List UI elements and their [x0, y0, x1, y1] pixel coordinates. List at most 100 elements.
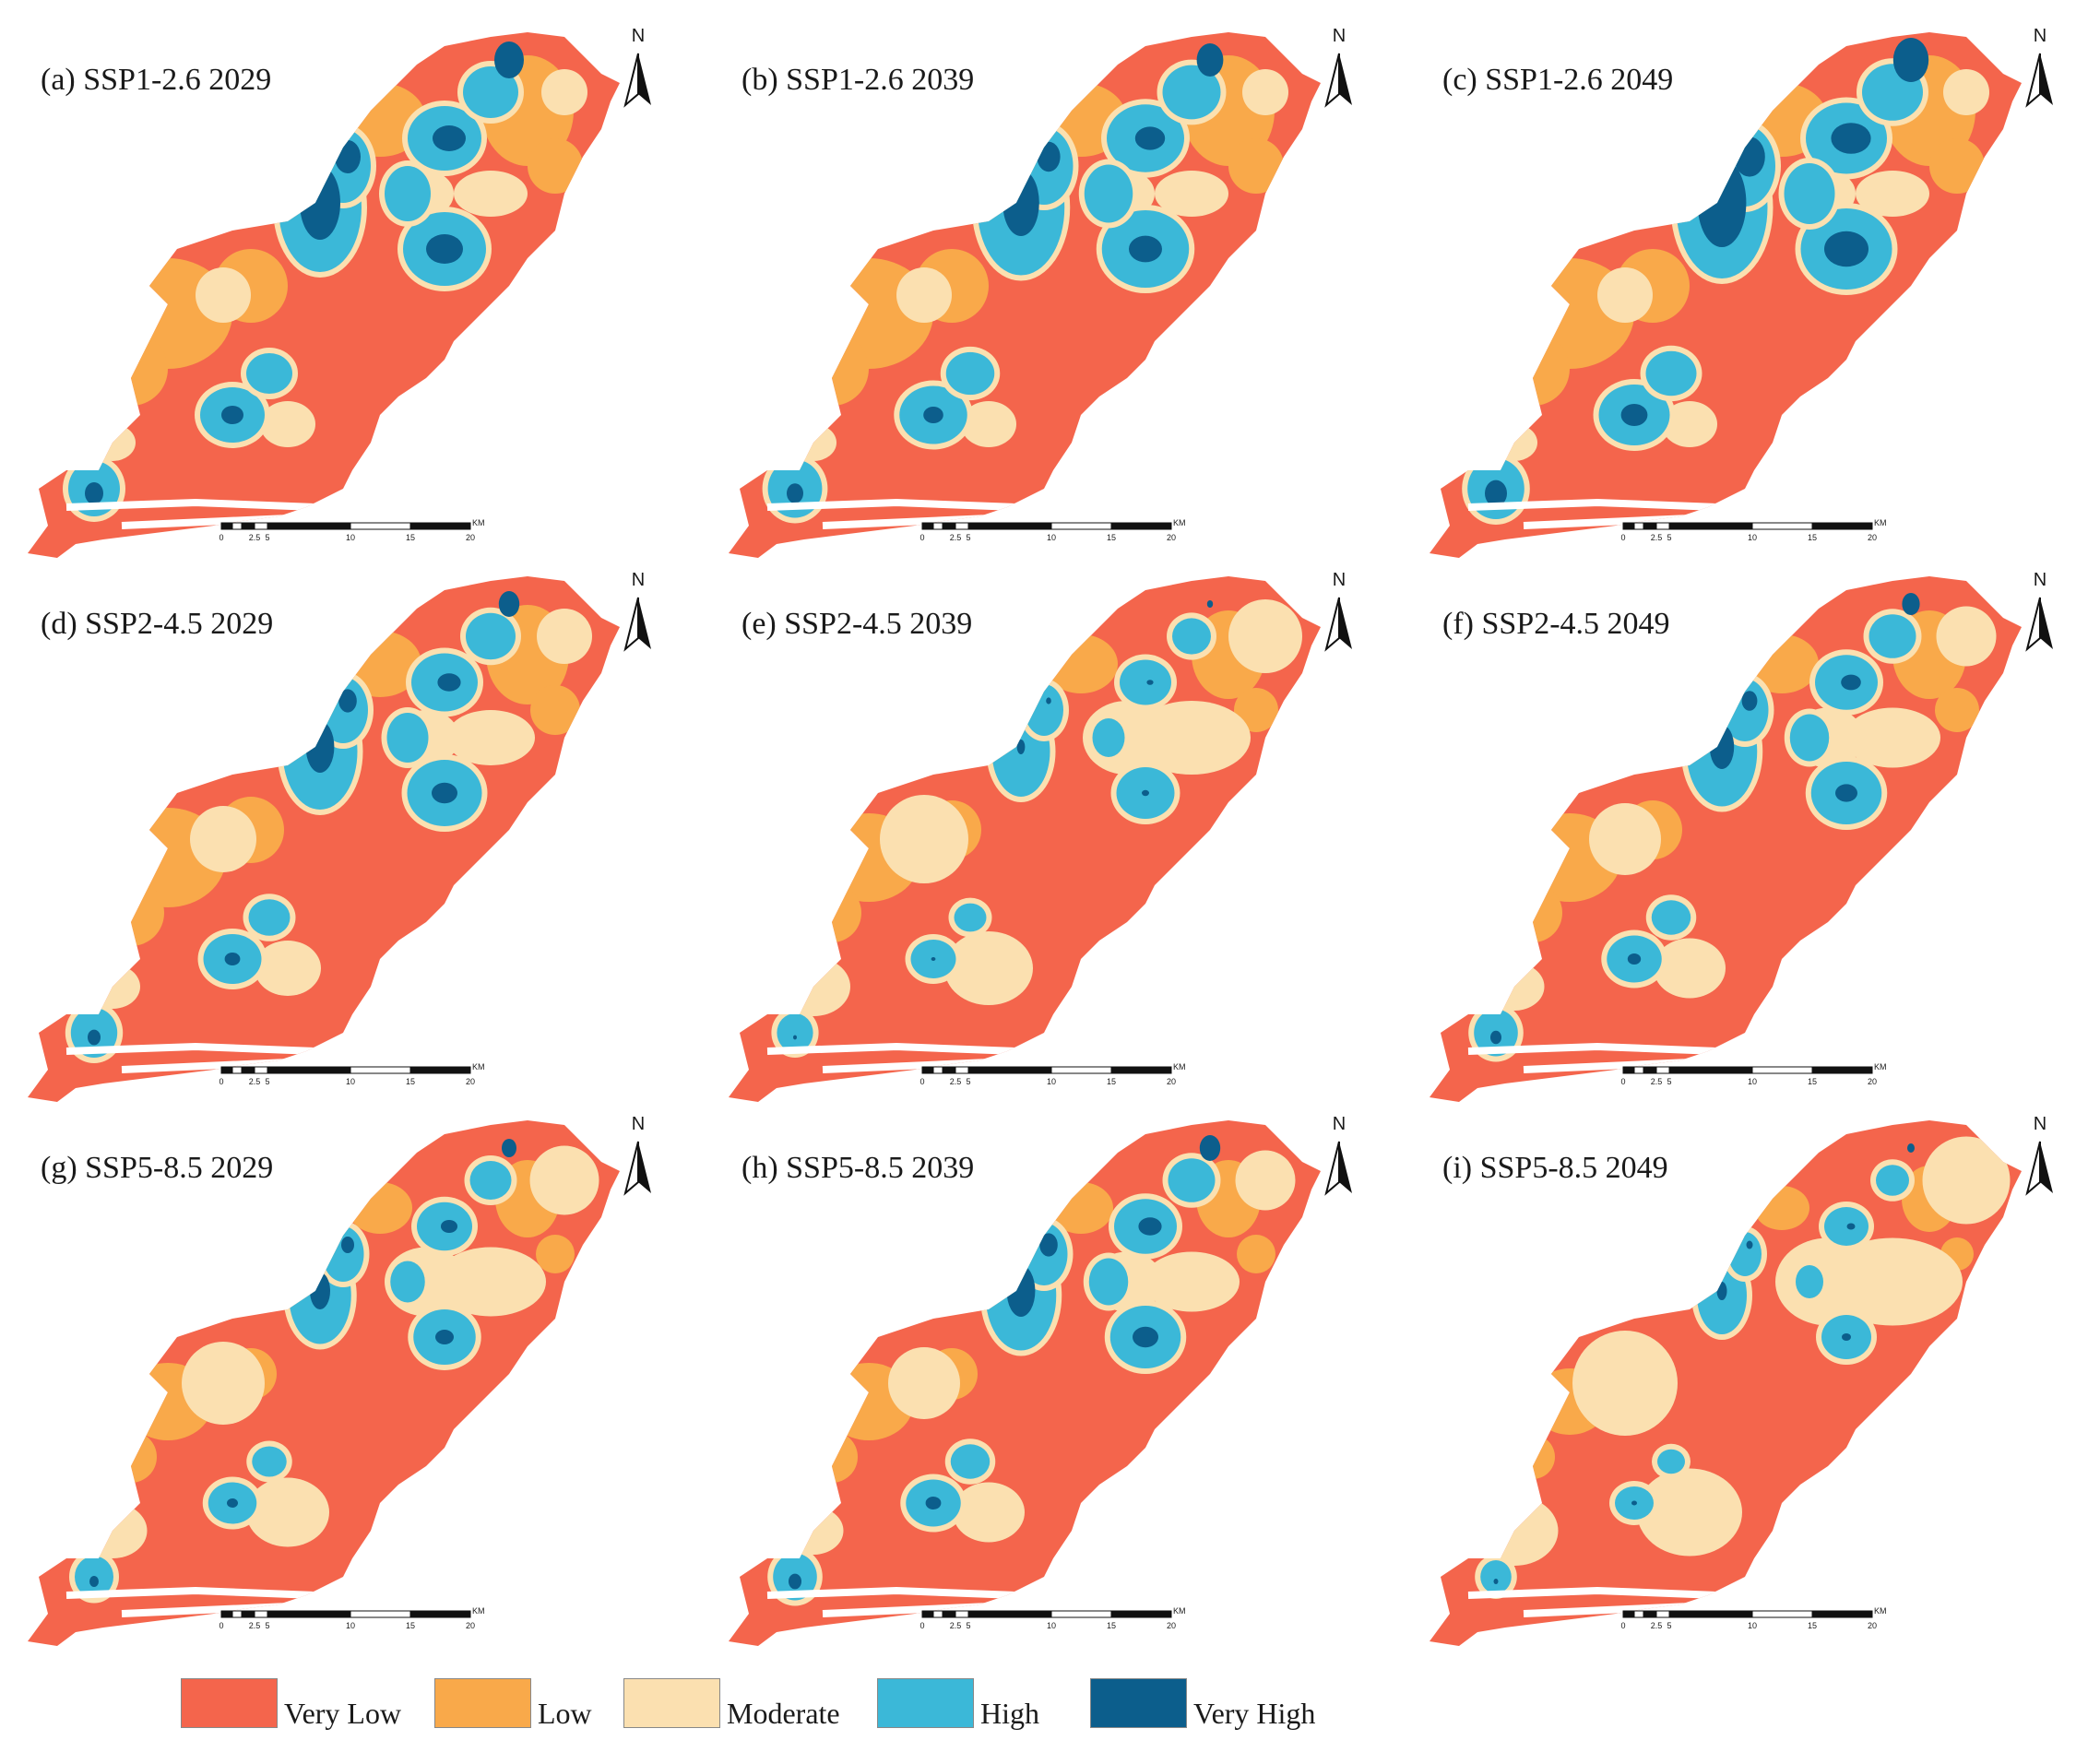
scale-bar: KM 0 2.5 5 10 15 20 [219, 518, 498, 551]
zone-moderate [1936, 606, 1997, 667]
scale-bar-segment [1751, 1610, 1813, 1618]
risk-map [1430, 32, 2022, 558]
zone-very-high [1006, 1265, 1036, 1317]
zone-very-high [931, 957, 936, 961]
scale-bar-tick-label: 10 [1747, 1077, 1758, 1086]
scale-bar-segment [921, 1610, 934, 1618]
zone-very-high [1709, 725, 1735, 769]
scale-bar-tick-label: 10 [1046, 1621, 1057, 1630]
zone-very-high [338, 689, 357, 713]
zone-moderate [246, 1477, 329, 1547]
zone-moderate [944, 931, 1033, 1005]
zone-high [466, 612, 516, 660]
risk-map [28, 576, 620, 1102]
north-label: N [631, 570, 646, 590]
zone-high [1480, 1560, 1512, 1593]
zone-very-high [502, 1139, 516, 1157]
zone-high [390, 1261, 425, 1303]
scale-bar-unit: KM [1874, 1062, 1887, 1071]
scale-bar-tick-label: 0 [1620, 1077, 1626, 1086]
zone-high [1084, 164, 1133, 223]
zone-very-high [1741, 691, 1758, 711]
scale-bar-tick-label: 0 [219, 1077, 224, 1086]
zone-moderate [1943, 69, 1989, 115]
risk-map [729, 576, 1321, 1102]
zone-moderate [435, 1247, 546, 1317]
scale-bar-segment [942, 1610, 956, 1618]
north-arrow-icon [623, 1141, 651, 1196]
zone-moderate [1228, 599, 1302, 673]
scale-bar-tick-label: 5 [1667, 1621, 1672, 1630]
scale-bar-tick-label: 10 [1747, 533, 1758, 542]
zone-moderate [1155, 171, 1228, 217]
scale-bar-tick-label: 5 [966, 1621, 971, 1630]
scale-bar-unit: KM [472, 518, 485, 527]
scale-bar-tick-label: 5 [1667, 1077, 1672, 1086]
zone-high [1092, 718, 1125, 757]
zone-low [1228, 138, 1284, 194]
north-arrow: N [1321, 1114, 1358, 1197]
map-panel: (a) SSP1-2.6 2029 N KM 0 2.5 5 10 15 20 [11, 9, 706, 558]
zone-very-high [1902, 593, 1920, 615]
zone-very-high [1138, 1217, 1162, 1236]
zone-moderate [85, 965, 140, 1009]
scale-bar-segment [350, 1066, 411, 1074]
scale-bar-tick-label: 20 [465, 1077, 476, 1086]
legend-swatch-high [877, 1678, 974, 1728]
zone-high [1645, 350, 1697, 397]
scale-bar-segment [409, 522, 471, 530]
north-arrow: N [2022, 1114, 2058, 1197]
zone-very-high [1831, 123, 1871, 154]
scale-bar-segment [231, 1066, 243, 1074]
zone-low [1496, 332, 1570, 406]
scale-bar-segment [921, 1066, 934, 1074]
scale-bar-unit: KM [1874, 518, 1887, 527]
zone-very-high [787, 483, 803, 503]
scale-bar-tick-label: 2.5 [949, 533, 962, 542]
north-arrow-icon [1324, 53, 1352, 108]
scale-bar: KM 0 2.5 5 10 15 20 [919, 1062, 1199, 1095]
scale-bar-tick-label: 20 [465, 1621, 476, 1630]
scale-bar-tick-label: 2.5 [1650, 533, 1663, 542]
zone-moderate [1484, 963, 1545, 1011]
zone-low [1935, 688, 1979, 732]
scale-bar-tick-label: 15 [405, 533, 416, 542]
zone-very-high [1133, 1326, 1158, 1348]
legend-label-very-low: Very Low [284, 1697, 402, 1730]
zone-high [469, 1161, 512, 1200]
zone-moderate [454, 171, 528, 217]
north-arrow: N [1321, 570, 1358, 653]
legend-swatch-moderate [623, 1678, 720, 1728]
zone-low [795, 332, 869, 406]
zone-high [322, 1226, 364, 1282]
zone-moderate [1133, 701, 1251, 775]
scale-bar-segment [267, 1066, 351, 1074]
zone-very-high [793, 1035, 797, 1040]
zone-high [1789, 714, 1830, 762]
zone-very-high [85, 482, 103, 504]
zone-high [1025, 684, 1063, 736]
scale-bar-tick-label: 15 [1807, 533, 1818, 542]
scale-bar-unit: KM [1173, 518, 1186, 527]
zone-low [94, 332, 168, 406]
map-panel: (b) SSP1-2.6 2039 N KM 0 2.5 5 10 15 20 [712, 9, 1407, 558]
north-label: N [2033, 1114, 2047, 1134]
zone-low [806, 1431, 858, 1483]
scale-bar-segment [1811, 522, 1873, 530]
zone-very-high [433, 125, 466, 151]
scale-bar-segment [220, 1610, 233, 1618]
scale-bar-tick-label: 5 [966, 533, 971, 542]
zone-very-high [1199, 1135, 1221, 1161]
scale-bar-segment [932, 1610, 943, 1618]
zone-very-high [1846, 1223, 1856, 1230]
scale-bar-tick-label: 5 [966, 1077, 971, 1086]
scale-bar-segment [1811, 1066, 1873, 1074]
zone-moderate [1470, 1496, 1559, 1566]
zone-moderate [1144, 1251, 1240, 1312]
zone-very-high [1493, 1579, 1499, 1584]
scale-bar-segment [1643, 1610, 1657, 1618]
scale-bar-segment [220, 522, 233, 530]
scale-bar-segment [241, 1066, 255, 1074]
zone-very-high [89, 1576, 99, 1587]
risk-map [1430, 576, 2022, 1102]
